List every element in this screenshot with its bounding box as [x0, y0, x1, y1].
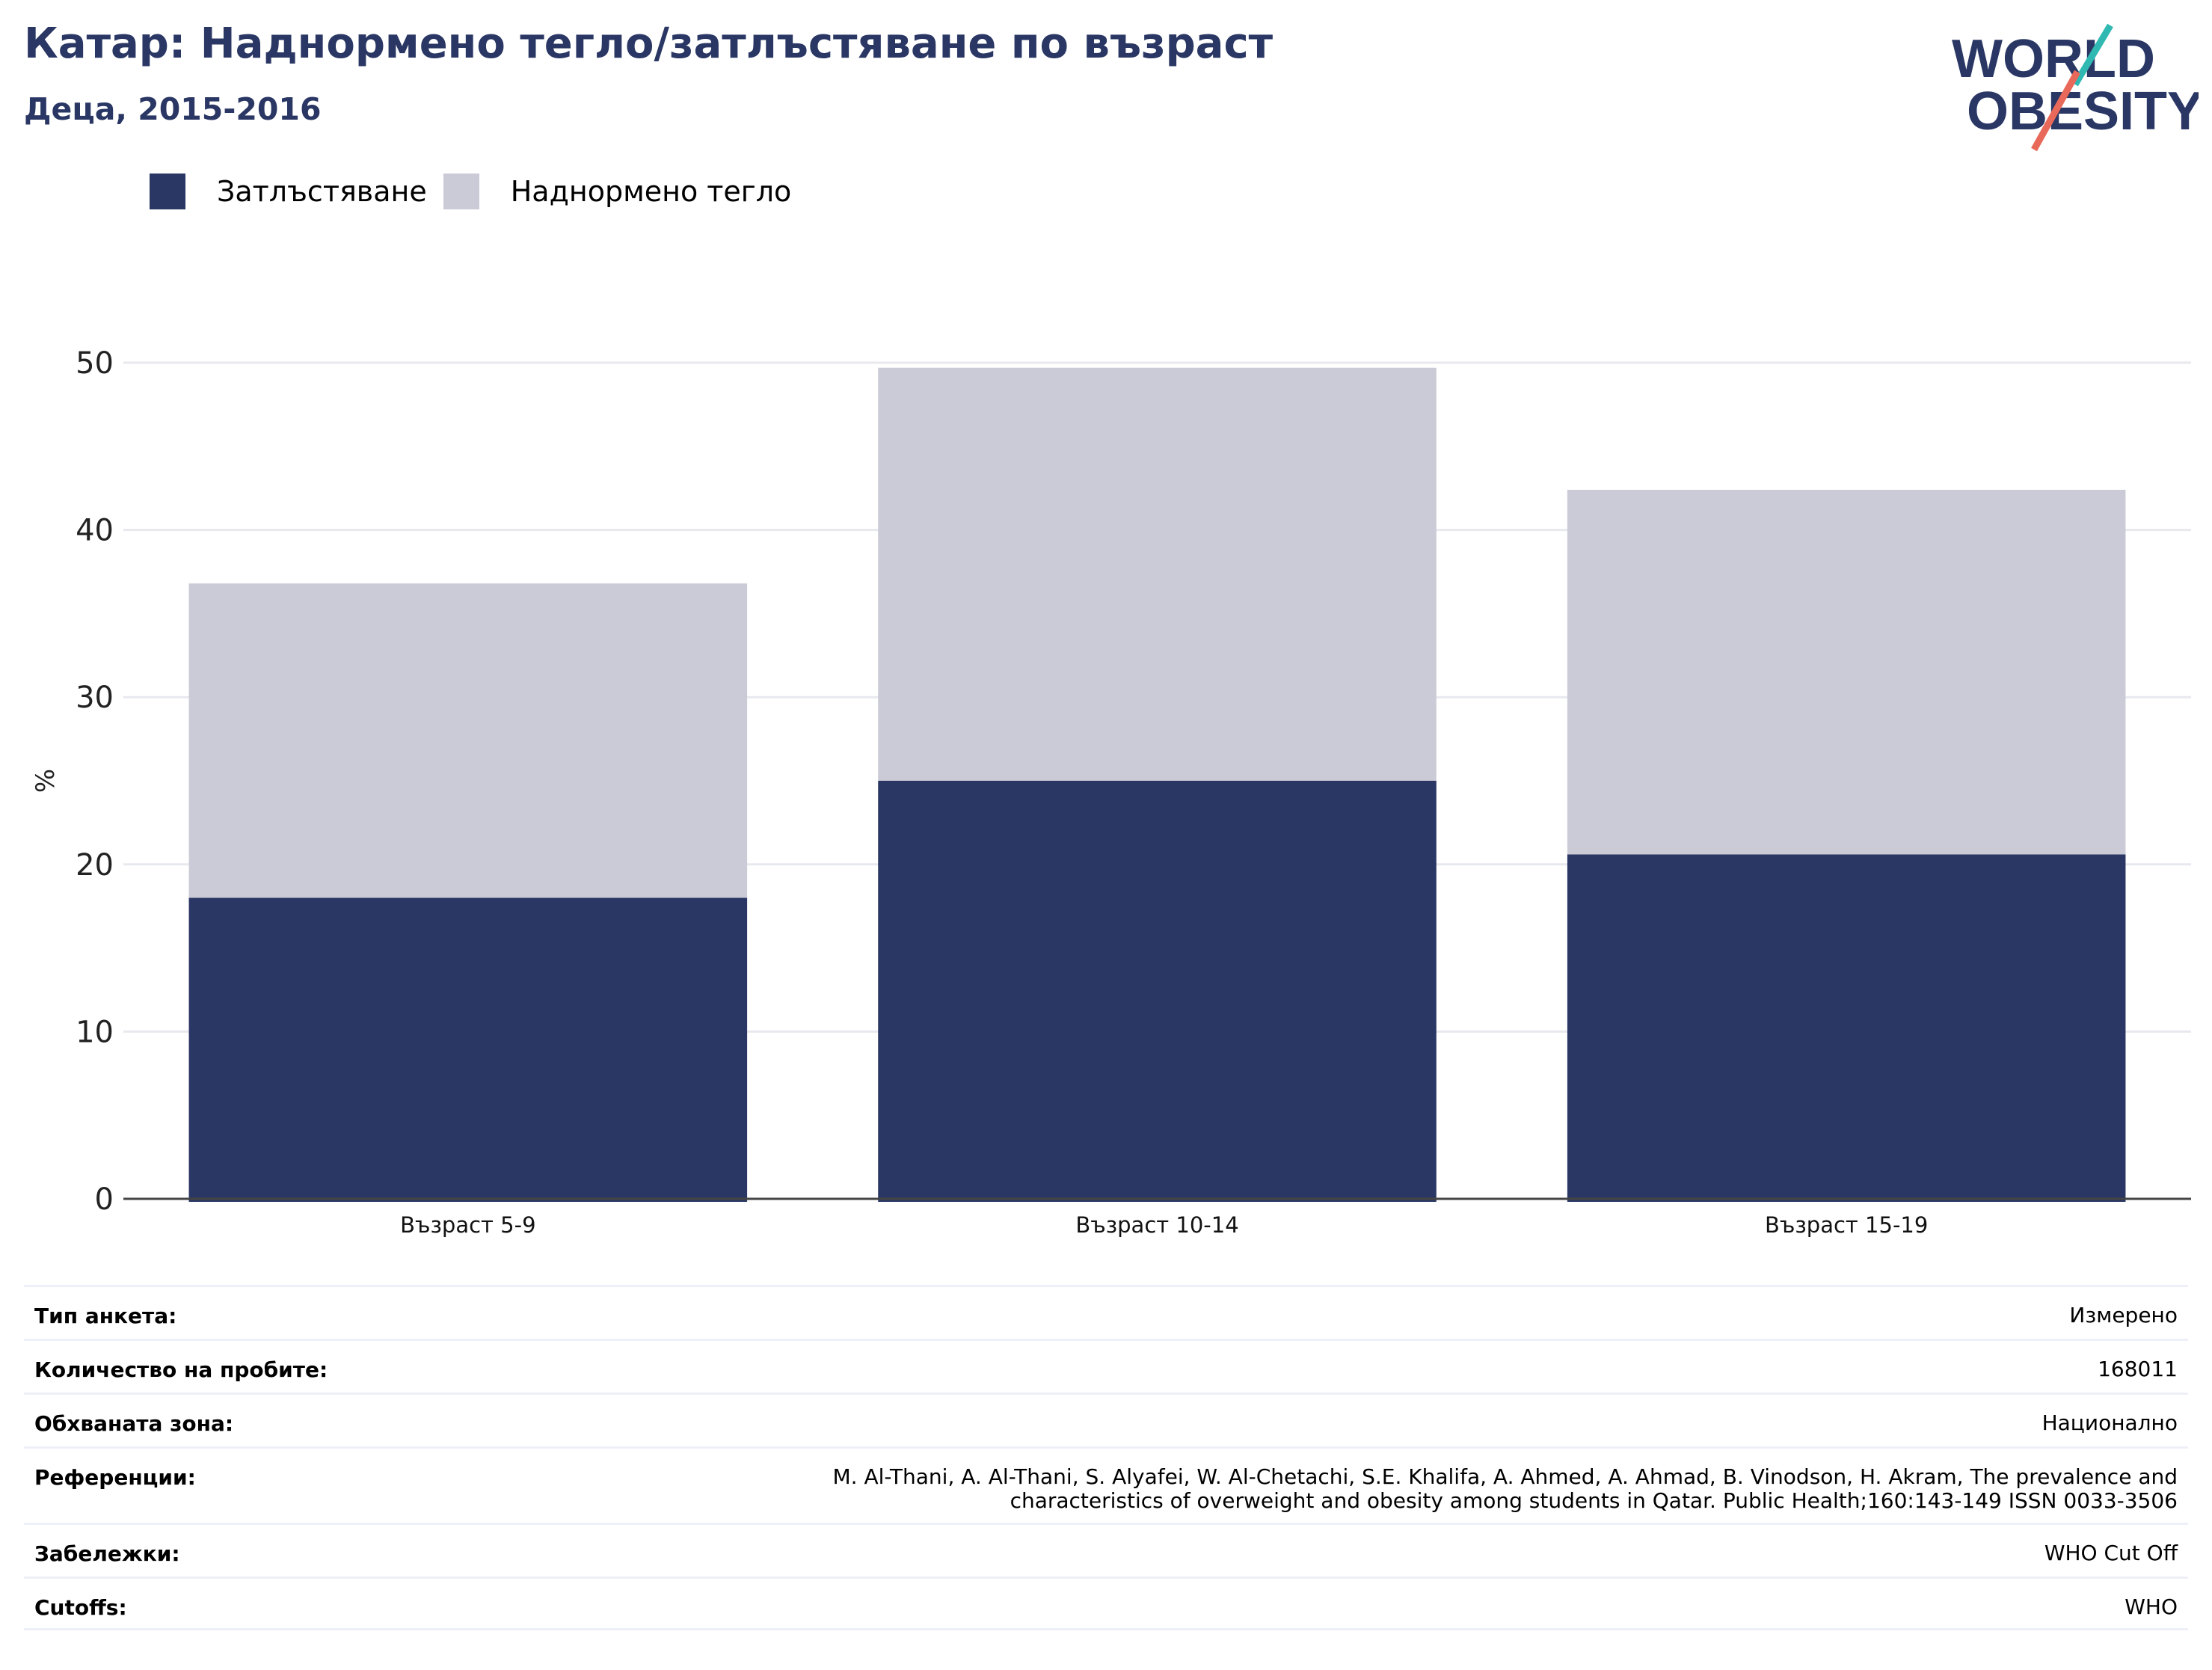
- info-row-area: Обхваната зона: Национално: [24, 1393, 2188, 1446]
- legend-item-obesity: Затлъстяване: [150, 174, 427, 209]
- y-axis-label: %: [31, 769, 61, 793]
- legend-item-overweight: Наднормено тегло: [443, 174, 792, 209]
- x-tick-label: Възраст 5-9: [400, 1212, 535, 1238]
- logo-word-world: WORLD: [1952, 29, 2155, 89]
- y-tick-label: 30: [76, 681, 114, 715]
- x-tick-label: Възраст 15-19: [1765, 1212, 1928, 1238]
- logo-slash-coral: [2031, 70, 2080, 152]
- y-tick-label: 0: [95, 1182, 114, 1217]
- y-tick-label: 10: [76, 1015, 114, 1049]
- info-label-references: Референции:: [34, 1465, 196, 1490]
- survey-info-table: Тип анкета: Измерено Количество на проби…: [24, 1285, 2188, 1630]
- info-value-sample-size: 168011: [2098, 1357, 2178, 1381]
- bar-segment: [878, 781, 1437, 1202]
- logo-word-obesity: OBESITY: [1967, 82, 2199, 141]
- info-label-notes: Забележки:: [34, 1541, 180, 1566]
- bar-segment: [188, 897, 748, 1202]
- legend-swatch-obesity: [150, 174, 185, 209]
- info-label-area: Обхваната зона:: [34, 1411, 234, 1436]
- info-row-cutoffs: Cutoffs: WHO: [24, 1577, 2188, 1630]
- bar-segment: [878, 367, 1437, 781]
- info-value-survey-type: Измерено: [2069, 1303, 2178, 1327]
- chart-legend: Затлъстяване Наднормено тегло: [150, 171, 808, 212]
- info-row-sample-size: Количество на пробите: 168011: [24, 1339, 2188, 1393]
- info-value-cutoffs: WHO: [2125, 1594, 2178, 1619]
- bar-segment: [1567, 854, 2126, 1202]
- chart-subtitle: Деца, 2015-2016: [24, 91, 322, 127]
- info-row-survey-type: Тип анкета: Измерено: [24, 1285, 2188, 1339]
- info-value-references: M. Al-Thani, A. Al-Thani, S. Alyafei, W.…: [832, 1464, 2178, 1513]
- world-obesity-logo: WORLD OBESITY: [1952, 23, 2199, 152]
- y-tick-label: 50: [76, 346, 114, 381]
- chart-title: Катар: Наднормено тегло/затлъстяване по …: [24, 19, 1274, 68]
- bar-chart: 0 10 20 30 40 50% Възраст 5-9 Възраст 10-14 Възр…: [31, 346, 2191, 1238]
- logo-slash-teal: [2072, 23, 2113, 87]
- info-row-references: Референции: M. Al-Thani, A. Al-Thani, S.…: [24, 1446, 2188, 1523]
- legend-label-overweight: Наднормено тегло: [510, 175, 792, 208]
- info-row-notes: Забележки: WHO Cut Off: [24, 1523, 2188, 1577]
- legend-swatch-overweight: [443, 174, 479, 209]
- info-value-notes: WHO Cut Off: [2044, 1541, 2178, 1565]
- info-label-cutoffs: Cutoffs:: [34, 1595, 127, 1620]
- y-tick-label: 40: [76, 514, 114, 548]
- bar-segment: [1567, 489, 2126, 855]
- info-label-sample-size: Количество на пробите:: [34, 1357, 328, 1382]
- info-label-survey-type: Тип анкета:: [34, 1304, 177, 1328]
- y-tick-label: 20: [76, 848, 114, 882]
- bar-segment: [188, 583, 748, 898]
- info-value-area: Национално: [2042, 1410, 2178, 1435]
- legend-label-obesity: Затлъстяване: [217, 175, 427, 208]
- x-tick-label: Възраст 10-14: [1075, 1212, 1238, 1238]
